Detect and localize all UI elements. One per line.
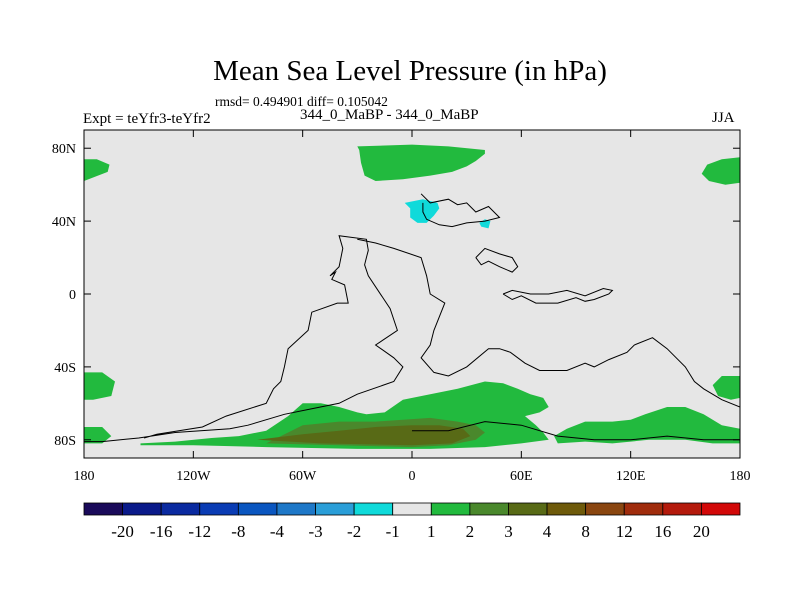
- map-axes: 180 120W 60W 0 60E 120E 180 80N 40N 0 40S 80S: [52, 130, 751, 484]
- colorbar-box: [160, 502, 201, 516]
- colorbar-box: [430, 502, 471, 516]
- colorbar-label: -2: [347, 522, 361, 541]
- europe-coastline: [420, 193, 501, 228]
- x-tick-label: 60E: [510, 469, 533, 484]
- colorbar-label: 1: [427, 522, 436, 541]
- colorbar-label: -16: [150, 522, 173, 541]
- colorbar-box: [662, 502, 702, 516]
- colorbar-box: [546, 502, 587, 516]
- x-tick-label: 0: [409, 469, 416, 484]
- region-antarctic-east-band: [554, 407, 740, 444]
- chart-title: Mean Sea Level Pressure (in hPa): [213, 55, 607, 87]
- y-tick-label: 40N: [52, 215, 76, 230]
- season-label: JJA: [712, 110, 735, 126]
- colorbar-label: -1: [386, 522, 400, 541]
- colorbar-box: [83, 502, 123, 516]
- colorbar-label: -20: [111, 522, 134, 541]
- coastlines: [84, 193, 740, 443]
- y-tick-label: 80S: [54, 434, 76, 449]
- y-tick-label: 0: [69, 288, 76, 303]
- colorbar-label: -4: [270, 522, 285, 541]
- x-tick-label: 180: [74, 469, 95, 484]
- colorbar-label: 2: [466, 522, 475, 541]
- colorbar-box: [508, 502, 548, 516]
- colorbar-box: [237, 502, 278, 516]
- americas-coastline: [84, 235, 404, 443]
- colorbar-box: [353, 502, 394, 516]
- colorbar-box: [315, 502, 355, 516]
- region-northern-pacific-high-west: [84, 159, 110, 181]
- colorbar-box: [122, 502, 162, 516]
- colorbar-label: 12: [616, 522, 633, 541]
- asia-coastline: [502, 287, 614, 304]
- x-tick-label: 60W: [289, 469, 317, 484]
- east-asia-coastline: [475, 247, 519, 273]
- colorbar-label: 16: [654, 522, 671, 541]
- colorbar-box: [276, 502, 316, 516]
- experiment-label: Expt = teYfr3-teYfr2: [83, 111, 211, 127]
- y-tick-label: 80N: [52, 142, 76, 157]
- region-north-atlantic-arctic: [357, 144, 485, 181]
- colorbar-label: 3: [504, 522, 513, 541]
- colorbar-label: -12: [188, 522, 211, 541]
- colorbar-box: [469, 502, 509, 516]
- southern-coastline: [412, 421, 740, 441]
- colorbar-box: [623, 502, 664, 516]
- colorbar-box: [392, 502, 432, 516]
- colorbar-box: [199, 502, 239, 516]
- pressure-regions: [84, 144, 740, 449]
- colorbar-label: 4: [543, 522, 552, 541]
- x-tick-label: 120E: [616, 469, 646, 484]
- colorbar: -20 -16 -12 -8 -4 -3 -2 -1 1 2 3 4 8 12 16 20: [83, 502, 741, 541]
- colorbar-label: -8: [231, 522, 245, 541]
- y-tick-label: 40S: [54, 361, 76, 376]
- colorbar-label: -3: [308, 522, 322, 541]
- chart-subtitle: rmsd= 0.494901 diff= 0.105042: [215, 94, 388, 109]
- colorbar-box: [585, 502, 625, 516]
- x-tick-label: 120W: [176, 469, 211, 484]
- region-south-pacific-east: [712, 376, 740, 400]
- region-northern-pacific-high-east: [701, 157, 740, 185]
- case-label: 344_0_MaBP - 344_0_MaBP: [300, 107, 479, 123]
- colorbar-label: 20: [693, 522, 710, 541]
- region-south-pacific-west: [84, 372, 115, 400]
- x-tick-label: 180: [730, 469, 751, 484]
- colorbar-box: [701, 502, 741, 516]
- colorbar-label: 8: [581, 522, 590, 541]
- africa-coastline: [357, 238, 740, 408]
- region-eurasia-low: [404, 199, 440, 223]
